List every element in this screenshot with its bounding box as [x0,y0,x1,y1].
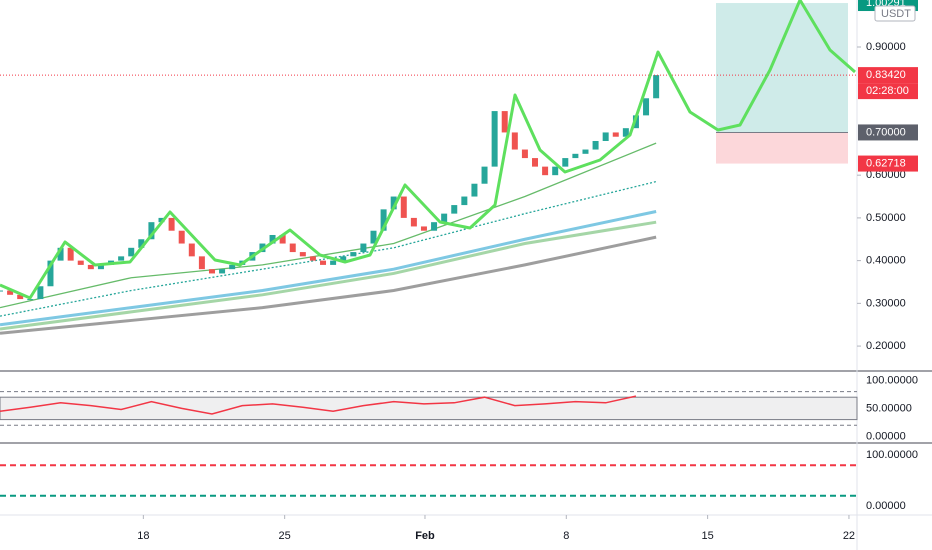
x-tick-label: 18 [137,530,149,542]
candle [219,269,226,274]
candle [501,111,508,133]
currency: USDT [881,8,911,20]
y-tick-label: 0.60000 [866,169,906,181]
moving-average [0,235,657,335]
candle [370,230,377,244]
candle [87,264,94,270]
target-zone [716,3,848,133]
price-label: 0.83420 [866,69,906,81]
candle [420,226,427,231]
rsi-band [0,396,858,421]
candle [532,158,539,167]
candle [542,166,549,176]
rsi-line [0,395,637,415]
y-tick-label: 0.30000 [866,297,906,309]
x-tick-label: 15 [701,530,713,542]
candle [188,243,195,257]
candle [461,196,468,206]
candle [380,209,387,231]
candle [269,234,276,244]
candle [37,286,44,300]
candle [138,239,145,248]
currency-box [874,5,916,22]
rsi-tick-label: 100.00000 [866,374,918,386]
candle [582,149,589,154]
candle [198,256,205,270]
candle [521,149,528,159]
candle [562,158,569,167]
y-tick-label: 0.50000 [866,212,906,224]
price-label: 0.70000 [866,126,906,138]
candle [27,299,34,301]
x-tick-label: 25 [279,530,291,542]
candle [622,128,629,137]
candle [168,217,175,231]
candle [653,75,660,99]
candle [400,196,407,218]
price-label-box [858,124,918,141]
candle [643,98,650,116]
candle [148,222,155,240]
candle [0,290,3,292]
moving-average [0,210,657,327]
candle [360,243,367,253]
moving-average [0,220,657,331]
candle [229,264,236,270]
y-tick-label: 0.40000 [866,255,906,267]
candle [118,256,125,261]
candle [572,153,579,159]
candle [208,269,215,274]
candle [441,213,448,223]
candle [57,247,64,261]
price-label: 0.62718 [866,157,906,169]
candle [340,256,347,261]
candle [612,132,619,137]
candle [299,252,306,257]
price-label-box [858,155,918,172]
candle [471,183,478,197]
price-label-box [858,67,918,84]
y-tick-label: 0.20000 [866,340,906,352]
candle [320,260,327,265]
y-tick-label: 0.90000 [866,41,906,53]
candle [158,217,165,223]
candle [330,260,337,265]
candle [47,260,54,287]
countdown: 02:28:00 [866,85,909,97]
candle [289,243,296,253]
moving-average [0,142,657,309]
candle [592,140,599,150]
x-tick-label: Feb [415,530,435,542]
pattern-drawing [0,0,856,300]
candle [451,205,458,214]
countdown-box [858,83,918,100]
candle [279,234,286,244]
candle [7,290,14,295]
x-tick-label: 22 [843,530,855,542]
candle [390,196,397,210]
osc-tick-label: 100.00000 [866,449,918,461]
candle [178,230,185,244]
candle [67,247,74,261]
candle [77,260,84,265]
rsi-tick-label: 0.00000 [866,430,906,442]
x-tick-label: 8 [563,530,569,542]
candle [491,111,498,167]
candle [552,166,559,176]
stop-zone [716,132,848,164]
candle [128,247,135,257]
candle [410,217,417,227]
candle [97,264,104,270]
osc-tick-label: 0.00000 [866,500,906,512]
candle [511,132,518,150]
rsi-tick-label: 50.00000 [866,402,912,414]
candle [481,166,488,184]
candle [350,252,357,257]
candle [17,294,24,300]
candle [431,222,438,231]
price-label: 1.00291 [866,0,906,9]
candle [602,132,609,141]
candle [309,256,316,261]
